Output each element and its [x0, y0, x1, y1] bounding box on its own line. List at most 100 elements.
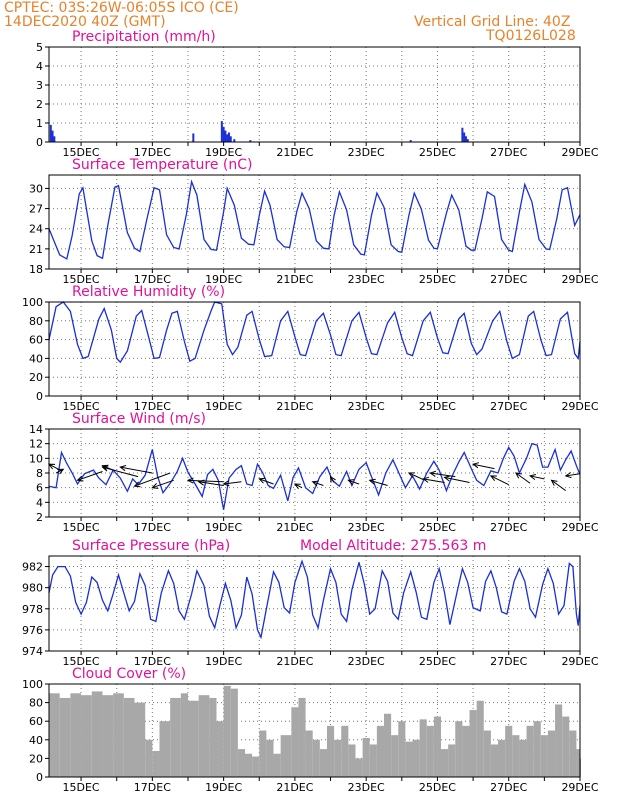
cloud-cover-xtick-label: 19DEC: [205, 781, 242, 794]
cloud-cover-bar: [170, 697, 181, 777]
wind-arrow-head: [429, 470, 437, 477]
wind-direction-arrow: [120, 466, 153, 474]
wind-arrow-head: [101, 465, 109, 472]
temperature-xtick-label: 29DEC: [561, 273, 598, 286]
cloud-cover-bar: [49, 693, 60, 777]
wind-arrow-head: [47, 463, 56, 470]
precipitation-bar: [49, 124, 52, 142]
header-datetime: 14DEC2020 40Z (GMT): [4, 14, 166, 30]
humidity-xtick-label: 17DEC: [134, 400, 171, 413]
wind-frame: [48, 428, 581, 518]
cloud-cover-bar: [209, 697, 217, 777]
temperature-xtick-label: 21DEC: [276, 273, 313, 286]
cloud-cover-bar: [259, 730, 267, 777]
wind-direction-arrow: [490, 475, 509, 486]
precipitation-ytick-label: 0: [36, 136, 43, 149]
cloud-cover-bar: [405, 741, 413, 777]
precipitation-frame: [48, 46, 581, 143]
cloud-cover-bar: [547, 730, 556, 777]
pressure-frame: [48, 555, 581, 652]
cloud-cover-bar: [198, 695, 210, 777]
cloud-cover-title: Cloud Cover (%): [72, 666, 186, 682]
humidity-title: Relative Humidity (%): [72, 284, 225, 300]
cloud-cover-bar: [555, 704, 563, 777]
cloud-cover-bar: [426, 725, 434, 777]
wind-arrow-head: [471, 462, 480, 469]
precipitation-bar: [222, 126, 225, 142]
pressure-xtick-label: 19DEC: [205, 655, 242, 668]
precipitation-bar: [226, 134, 229, 142]
precipitation-ytick-label: 2: [36, 98, 43, 111]
humidity-ytick-label: 100: [22, 296, 43, 309]
wind-xtick-label: 29DEC: [561, 521, 598, 534]
header-location: CPTEC: 03S:26W-06:05S ICO (CE): [4, 0, 239, 16]
wind-ytick-label: 12: [29, 438, 43, 451]
cloud-cover-bar: [230, 688, 238, 777]
wind-xtick-label: 25DEC: [419, 521, 456, 534]
cloud-cover-xtick-label: 23DEC: [348, 781, 385, 794]
cloud-cover-bar: [512, 735, 520, 777]
precipitation-xtick-label: 29DEC: [561, 146, 598, 159]
wind-arrow-head: [443, 475, 451, 482]
cloud-cover-bar: [334, 739, 342, 777]
cloud-cover-bar: [476, 700, 484, 777]
wind-direction-arrow: [259, 478, 274, 485]
cloud-cover-bar: [134, 702, 146, 777]
humidity-ytick-label: 60: [29, 334, 43, 347]
cloud-cover-bar: [562, 716, 570, 777]
cloud-cover-bar: [526, 725, 534, 777]
temperature-series-line: [48, 179, 581, 260]
cloud-cover-bar: [391, 735, 399, 777]
wind-title: Surface Wind (m/s): [72, 411, 206, 427]
humidity-ytick-label: 0: [36, 390, 43, 403]
wind-arrow-head: [422, 476, 430, 483]
wind-direction-arrow: [77, 471, 103, 481]
cloud-cover-bar: [252, 756, 260, 777]
wind-direction-arrow: [530, 475, 545, 480]
wind-xtick-label: 19DEC: [205, 521, 242, 534]
cloud-cover-xtick-label: 25DEC: [419, 781, 456, 794]
cloud-cover-bar: [419, 719, 427, 777]
temperature-title: Surface Temperature (nC): [72, 157, 253, 173]
precipitation-xtick-label: 23DEC: [348, 146, 385, 159]
humidity-xtick-label: 27DEC: [490, 400, 527, 413]
precipitation-ytick-label: 4: [36, 60, 43, 73]
cloud-cover-bar: [273, 753, 281, 777]
wind-series-line: [48, 442, 581, 510]
temperature-ytick-label: 24: [29, 223, 43, 236]
temperature-xtick-label: 17DEC: [134, 273, 171, 286]
cloud-cover-bar: [433, 716, 442, 777]
wind-direction-arrow: [430, 472, 456, 478]
cloud-cover-bar: [312, 739, 320, 777]
cloud-cover-xtick-label: 15DEC: [63, 781, 100, 794]
cloud-cover-bar: [223, 685, 231, 777]
wind-direction-arrow: [551, 479, 567, 492]
wind-direction-arrow: [102, 466, 139, 478]
cloud-cover-bar: [180, 693, 188, 777]
precipitation-bar: [224, 130, 227, 142]
cloud-cover-bar: [237, 749, 246, 777]
wind-direction-arrow: [294, 483, 303, 489]
temperature-ytick-label: 30: [29, 182, 43, 195]
precipitation-bar: [227, 132, 230, 142]
precipitation-ytick-label: 5: [36, 41, 43, 54]
wind-arrow-head: [407, 472, 415, 478]
precipitation-bar: [409, 140, 412, 142]
humidity-xtick-label: 23DEC: [348, 400, 385, 413]
precipitation-xtick-label: 17DEC: [134, 146, 171, 159]
header-vertical-grid-line: Vertical Grid Line: 40Z: [414, 14, 571, 30]
cloud-cover-bar: [441, 749, 449, 777]
temperature-xtick-label: 15DEC: [63, 273, 100, 286]
precipitation-xtick-label: 21DEC: [276, 146, 313, 159]
cloud-cover-bar: [462, 725, 470, 777]
wind-arrow-head: [347, 479, 355, 485]
wind-direction-arrow: [198, 481, 224, 486]
cloud-cover-bar: [448, 744, 456, 777]
pressure-ytick-label: 974: [22, 645, 43, 658]
cloud-cover-ytick-label: 20: [29, 752, 43, 765]
cloud-cover-bar: [483, 730, 491, 777]
wind-arrow-head: [133, 481, 141, 488]
wind-ytick-label: 14: [29, 423, 43, 436]
cloud-cover-bar: [576, 749, 580, 777]
cloud-cover-bar: [369, 744, 377, 777]
